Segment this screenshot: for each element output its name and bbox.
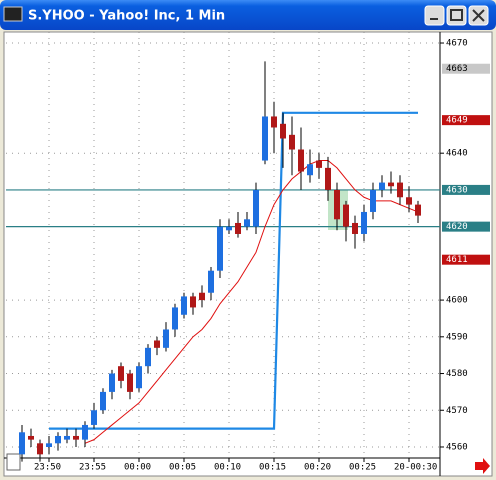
candle-body <box>235 222 241 234</box>
x-tick-label: 00:00 <box>124 463 151 473</box>
candle-body <box>127 373 133 392</box>
window-buttons <box>424 5 489 26</box>
price-marker-label: 4611 <box>446 255 468 265</box>
candle-body <box>163 329 169 348</box>
candle-body <box>55 435 61 444</box>
x-tick-label: 00:05 <box>169 463 196 473</box>
y-tick-label: 4570 <box>446 406 468 416</box>
candle-body <box>388 182 394 187</box>
maximize-icon <box>450 9 463 21</box>
y-tick-label: 4560 <box>446 442 468 452</box>
candle-body <box>181 296 187 315</box>
candle-body <box>64 435 70 440</box>
x-tick-label: 00:10 <box>214 463 241 473</box>
candle-body <box>217 226 223 271</box>
candle-body <box>298 149 304 172</box>
candle-body <box>289 134 295 150</box>
candle-body <box>154 340 160 348</box>
candle-body <box>46 443 52 447</box>
x-tick-label: 00:15 <box>259 463 286 473</box>
candle-body <box>91 410 97 425</box>
candle-body <box>316 160 322 168</box>
price-marker <box>442 115 490 126</box>
price-marker-label: 4663 <box>446 64 468 74</box>
x-tick-label: 00:25 <box>349 463 376 473</box>
title-bar <box>0 0 496 30</box>
candle-body <box>100 391 106 411</box>
price-marker-label: 4620 <box>446 222 468 232</box>
candle-body <box>415 204 421 216</box>
candle-body <box>19 432 25 455</box>
price-marker <box>442 254 490 265</box>
candle-body <box>406 197 412 205</box>
candle-body <box>172 307 178 330</box>
scroll-box[interactable] <box>6 453 21 471</box>
candle-body <box>307 164 313 176</box>
candle-body <box>325 167 331 190</box>
candle-body <box>73 435 79 440</box>
price-marker-label: 4630 <box>446 185 468 195</box>
window-title: S.YHOO - Yahoo! Inc, 1 Min <box>28 9 225 24</box>
y-tick-label: 4640 <box>446 149 468 159</box>
x-tick-label: 20-00:30 <box>394 463 437 473</box>
price-marker <box>442 221 490 232</box>
y-tick-label: 4590 <box>446 332 468 342</box>
y-tick-label: 4580 <box>446 369 468 379</box>
candle-body <box>379 182 385 190</box>
candle-body <box>28 435 34 440</box>
candle-body <box>208 270 214 293</box>
candle-body <box>397 182 403 198</box>
candle-body <box>370 189 376 212</box>
x-tick-label: 00:20 <box>304 463 331 473</box>
x-tick-label: 23:55 <box>79 463 106 473</box>
price-marker <box>442 184 490 195</box>
candle-body <box>145 347 151 367</box>
candle-body <box>253 189 259 227</box>
maximize-button[interactable] <box>446 5 467 26</box>
candle-body <box>226 226 232 231</box>
candle-body <box>352 222 358 234</box>
plot: 4670 4640 4600 4590 4580 4570 4560 23:50 23:55 00… <box>6 32 490 473</box>
candle-body <box>361 211 367 234</box>
app-icon <box>3 6 23 22</box>
x-tick-label: 23:50 <box>34 463 61 473</box>
candle-body <box>262 116 268 161</box>
close-icon <box>472 9 485 22</box>
candle-body <box>244 219 250 227</box>
minimize-icon <box>430 18 438 20</box>
client-area <box>3 31 493 477</box>
candle-body <box>118 366 124 381</box>
price-marker <box>442 63 490 74</box>
candle-body <box>109 373 115 392</box>
candle-body <box>343 204 349 227</box>
candle-body <box>190 296 196 308</box>
y-tick-label: 4670 <box>446 39 468 49</box>
scroll-right-arrow[interactable] <box>475 458 490 474</box>
candle-body <box>280 123 286 139</box>
candle-body <box>82 424 88 440</box>
candle-body <box>37 443 43 455</box>
candle-body <box>271 116 277 128</box>
y-tick-label: 4600 <box>446 296 468 306</box>
candle-body <box>334 189 340 220</box>
indicator-line <box>84 160 419 444</box>
minimize-button[interactable] <box>424 5 445 26</box>
candle-body <box>199 292 205 301</box>
candle-body <box>136 366 142 389</box>
indicator-line <box>49 111 418 430</box>
price-marker-label: 4649 <box>446 116 468 126</box>
